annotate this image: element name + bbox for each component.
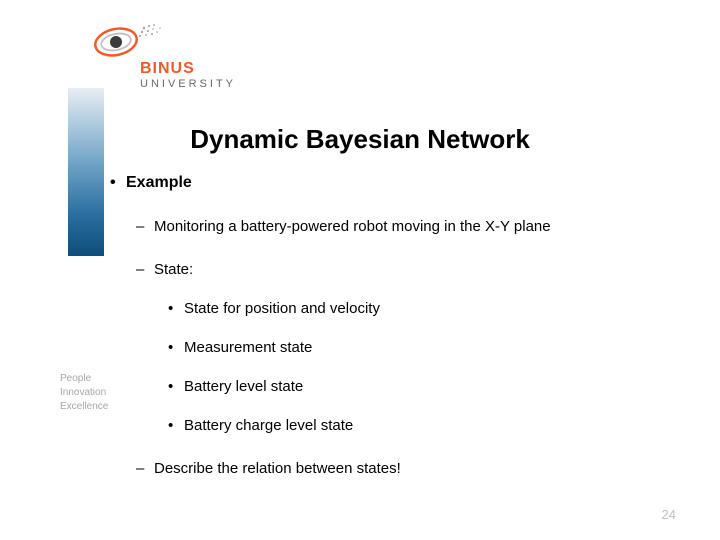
bullet-l2b: State:	[136, 261, 670, 278]
page-number: 24	[662, 507, 676, 522]
bullet-l3a: State for position and velocity	[168, 300, 670, 317]
bullet-l2b-text: State:	[154, 261, 193, 278]
bullet-l3d-text: Battery charge level state	[184, 417, 353, 434]
tagline: People Innovation Excellence	[60, 372, 108, 414]
logo-graphic-icon	[94, 20, 174, 64]
logo-brand-bottom: UNIVERSITY	[140, 78, 236, 90]
bullet-l2c-text: Describe the relation between states!	[154, 460, 401, 477]
bullet-l2a: Monitoring a battery-powered robot movin…	[136, 218, 670, 235]
bullet-l3c: Battery level state	[168, 378, 670, 395]
logo: BINUS UNIVERSITY	[94, 20, 254, 88]
bullet-l1-text: Example	[126, 174, 192, 191]
left-stripe-gradient	[68, 88, 104, 256]
bullet-l2c: Describe the relation between states!	[136, 460, 670, 477]
bullet-l2a-text: Monitoring a battery-powered robot movin…	[154, 218, 551, 235]
content: Example Monitoring a battery-powered rob…	[110, 174, 670, 477]
tagline-line3: Excellence	[60, 400, 108, 414]
bullet-l3c-text: Battery level state	[184, 378, 303, 395]
slide-title: Dynamic Bayesian Network	[0, 124, 720, 155]
logo-brand-top: BINUS	[140, 60, 195, 78]
tagline-line2: Innovation	[60, 386, 108, 400]
bullet-l3a-text: State for position and velocity	[184, 300, 380, 317]
slide: BINUS UNIVERSITY People Innovation Excel…	[0, 0, 720, 540]
bullet-l1: Example	[110, 174, 670, 192]
bullet-l3d: Battery charge level state	[168, 417, 670, 434]
tagline-line1: People	[60, 372, 108, 386]
bullet-l3b: Measurement state	[168, 339, 670, 356]
bullet-l3b-text: Measurement state	[184, 339, 312, 356]
